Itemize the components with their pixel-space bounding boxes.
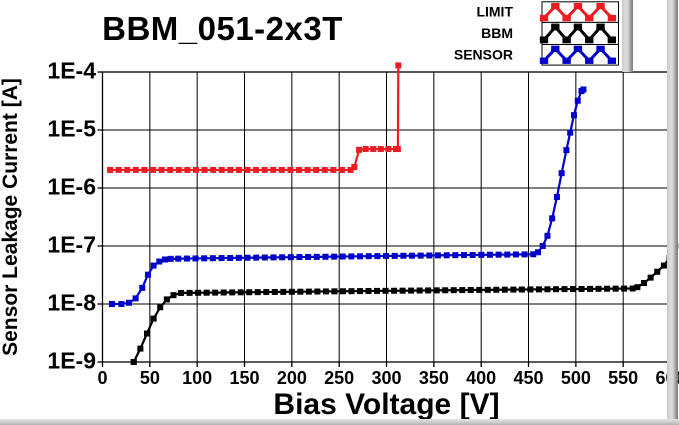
svg-text:0: 0 [97, 368, 107, 388]
svg-text:500: 500 [561, 368, 591, 388]
svg-text:SENSOR: SENSOR [454, 47, 513, 63]
svg-text:Sensor Leakage Current [A]: Sensor Leakage Current [A] [0, 78, 22, 356]
svg-text:1E-6: 1E-6 [47, 174, 96, 200]
svg-text:1E-4: 1E-4 [47, 58, 96, 84]
svg-text:300: 300 [371, 368, 401, 388]
svg-text:1E-9: 1E-9 [47, 348, 96, 374]
svg-text:50: 50 [140, 368, 160, 388]
svg-text:1E-5: 1E-5 [47, 116, 96, 142]
svg-text:400: 400 [466, 368, 496, 388]
svg-text:550: 550 [608, 368, 638, 388]
svg-text:450: 450 [513, 368, 543, 388]
svg-text:250: 250 [324, 368, 354, 388]
svg-text:200: 200 [277, 368, 307, 388]
svg-text:150: 150 [229, 368, 259, 388]
svg-text:1E-8: 1E-8 [47, 290, 96, 316]
svg-text:350: 350 [419, 368, 449, 388]
svg-text:100: 100 [182, 368, 212, 388]
svg-text:1E-7: 1E-7 [47, 232, 96, 258]
svg-text:Bias Voltage [V]: Bias Voltage [V] [273, 388, 499, 421]
